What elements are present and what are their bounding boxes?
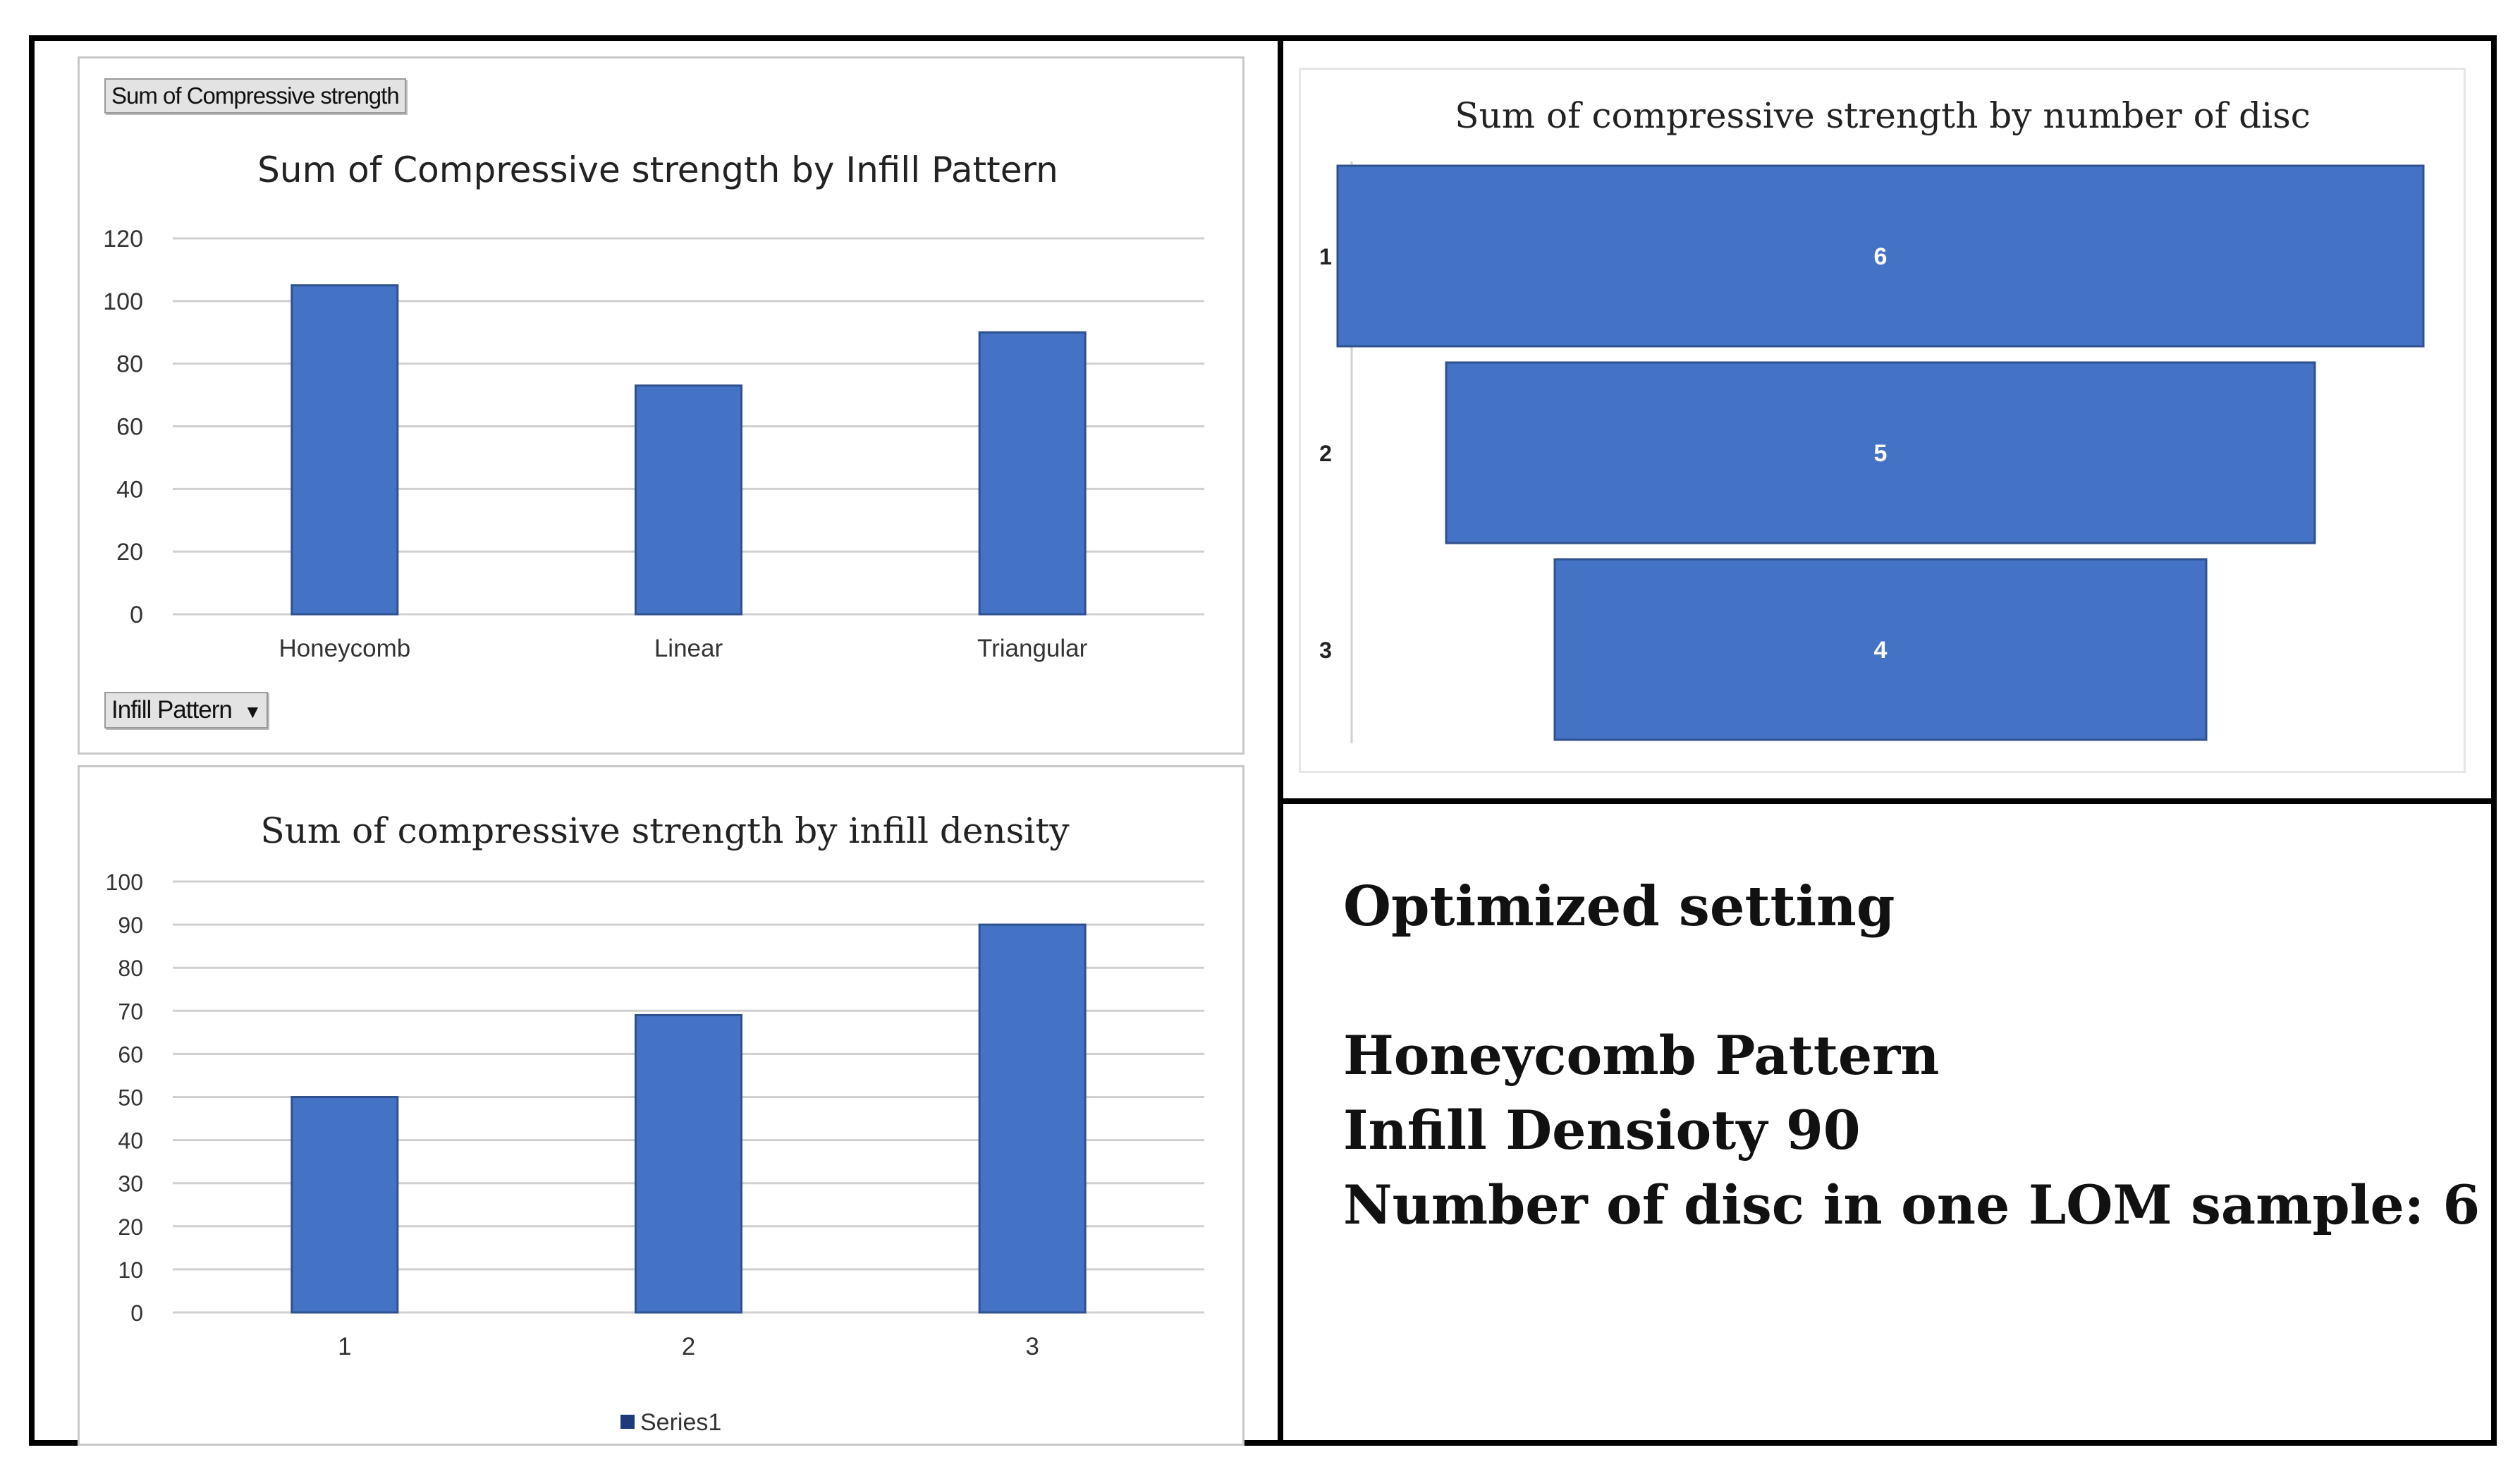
- funnel-category-label: 2: [1319, 441, 1332, 466]
- number-of-disc-chart-panel: Sum of compressive strength by number of…: [1299, 68, 2466, 773]
- optimized-line-density: Infill Densioty 90: [1343, 1099, 1861, 1162]
- funnel-category-label: 3: [1319, 638, 1332, 663]
- funnel-bar-3: [1553, 558, 2208, 741]
- x-category-label: 1: [338, 1333, 351, 1360]
- pivot-value-field-button[interactable]: Sum of Compressive strength: [104, 78, 406, 114]
- infill-density-chart-panel: Sum of compressive strength by infill de…: [78, 765, 1244, 1446]
- funnel-bar-1: [1336, 164, 2425, 348]
- number-of-disc-funnel-chart: Sum of compressive strength by number of…: [1319, 95, 2425, 743]
- y-tick-label: 60: [116, 414, 143, 441]
- bar-2: [635, 1013, 742, 1314]
- optimized-setting-heading: Optimized setting: [1343, 874, 1895, 939]
- chart-title: Sum of compressive strength by infill de…: [260, 810, 1070, 851]
- y-tick-label: 70: [118, 999, 143, 1024]
- y-tick-label: 100: [106, 870, 143, 895]
- bar-honeycomb: [290, 284, 399, 616]
- x-category-label: 3: [1025, 1333, 1039, 1360]
- y-tick-label: 100: [103, 288, 143, 315]
- y-tick-label: 30: [118, 1171, 143, 1197]
- horizontal-divider: [1278, 798, 2497, 804]
- x-category-label: Honeycomb: [279, 635, 410, 662]
- y-tick-label: 60: [118, 1042, 143, 1067]
- optimized-line-disc-count: Number of disc in one LOM sample: 6: [1343, 1174, 2481, 1236]
- bar-linear: [635, 384, 742, 616]
- legend-label: Series1: [640, 1409, 721, 1436]
- optimized-line-pattern: Honeycomb Pattern: [1343, 1024, 1940, 1087]
- infill-pattern-chart-panel: Sum of Compressive strength Infill Patte…: [78, 56, 1244, 755]
- y-tick-label: 40: [118, 1128, 143, 1154]
- bar-triangular: [978, 331, 1087, 616]
- infill-density-chart: Sum of compressive strength by infill de…: [106, 810, 1204, 1436]
- funnel-data-label: 5: [1874, 440, 1888, 467]
- infill-pattern-filter-button[interactable]: Infill Pattern ▼: [104, 692, 269, 729]
- chart-title: Sum of Compressive strength by Infill Pa…: [257, 150, 1058, 190]
- x-category-label: Linear: [654, 635, 723, 662]
- funnel-data-label: 6: [1874, 243, 1888, 270]
- y-tick-label: 90: [118, 913, 143, 938]
- bar-1: [290, 1096, 399, 1314]
- y-tick-label: 120: [103, 226, 143, 252]
- funnel-bar-2: [1445, 361, 2316, 544]
- y-tick-label: 0: [130, 602, 143, 628]
- x-category-label: 2: [682, 1333, 695, 1360]
- bar-3: [978, 923, 1087, 1314]
- y-tick-label: 80: [118, 956, 143, 981]
- funnel-category-label: 1: [1319, 244, 1332, 269]
- chart-legend: Series1: [620, 1409, 721, 1436]
- infill-pattern-filter-label: Infill Pattern: [111, 696, 233, 724]
- y-tick-label: 0: [130, 1300, 143, 1326]
- legend-swatch: [620, 1415, 635, 1429]
- funnel-data-label: 4: [1874, 637, 1888, 664]
- y-tick-label: 20: [118, 1214, 143, 1240]
- y-tick-label: 40: [116, 476, 143, 503]
- x-category-label: Triangular: [977, 635, 1088, 662]
- chart-title: Sum of compressive strength by number of…: [1455, 95, 2310, 136]
- y-tick-label: 20: [116, 539, 143, 566]
- dropdown-arrow-icon: ▼: [243, 701, 262, 722]
- y-tick-label: 80: [116, 351, 143, 378]
- vertical-divider: [1278, 35, 1283, 1446]
- figure-frame: [29, 35, 2497, 1446]
- infill-pattern-chart: Sum of Compressive strength by Infill Pa…: [103, 150, 1204, 662]
- y-tick-label: 50: [118, 1085, 143, 1111]
- y-tick-label: 10: [118, 1257, 143, 1283]
